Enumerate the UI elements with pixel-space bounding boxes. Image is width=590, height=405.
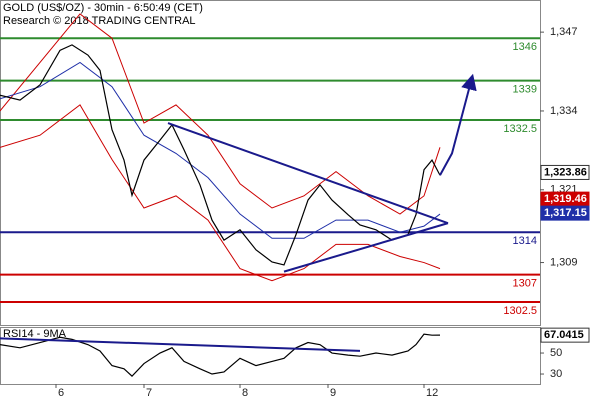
price-frame: [0, 0, 541, 326]
chart-subtitle: Research © 2018 TRADING CENTRAL: [3, 15, 196, 27]
level-label: 1307: [513, 278, 537, 290]
trendline: [283, 222, 449, 273]
x-tick-label: 9: [330, 387, 336, 399]
y-tick-label: 1,347: [550, 26, 578, 38]
price-line: [0, 44, 441, 266]
y-tick-label: 1,309: [550, 256, 578, 268]
x-tick-label: 12: [426, 387, 438, 399]
price-line: [0, 333, 441, 377]
x-tick-label: 7: [146, 387, 152, 399]
level-label: 1339: [513, 84, 537, 96]
trendline: [439, 73, 477, 176]
chart-title: GOLD (US$/OZ) - 30min - 6:50:49 (CET): [3, 2, 203, 14]
y-tick-label: 1,334: [550, 105, 578, 117]
price-label: 67.0415: [544, 329, 584, 341]
x-tick-label: 8: [242, 387, 248, 399]
price-label-box: [540, 205, 590, 221]
indicator-line: [0, 61, 441, 239]
price-label-box: [540, 164, 590, 180]
y-tick-label: 50: [550, 347, 562, 359]
price-label: 1,323.86: [544, 166, 587, 178]
price-label: 1,317.15: [544, 207, 587, 219]
indicator-line: [0, 13, 441, 215]
level-label: 1332.5: [503, 123, 537, 135]
price-label-box: [540, 327, 590, 343]
price-label: 1,319.46: [544, 193, 587, 205]
y-tick-label: 30: [550, 368, 562, 380]
level-label: 1346: [513, 41, 537, 53]
indicator-line: [0, 104, 441, 282]
trendline: [167, 122, 449, 225]
trendline: [0, 337, 361, 352]
rsi-title: RSI14 - 9MA: [3, 328, 67, 340]
level-label: 1314: [513, 235, 537, 247]
rsi-frame: [0, 327, 541, 385]
level-label: 1302.5: [503, 305, 537, 317]
x-tick-label: 6: [58, 387, 64, 399]
